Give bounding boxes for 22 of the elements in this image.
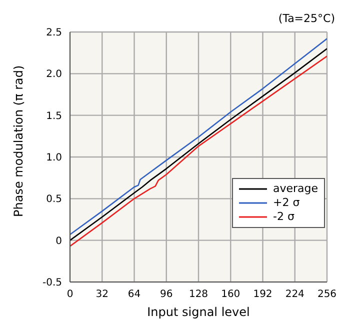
text: (Ta=25°C) <box>278 12 335 25</box>
y-tick-label: 1.0 <box>46 152 62 164</box>
y-axis-title: Phase modulation (π rad) <box>11 65 26 217</box>
y-tick-label: 0.5 <box>46 194 62 206</box>
y-tick-label: -0.5 <box>42 278 62 289</box>
x-tick-label: 128 <box>188 289 208 300</box>
legend-label: average <box>273 182 318 196</box>
x-tick-label: 224 <box>285 289 304 300</box>
x-tick-label: 160 <box>221 289 240 300</box>
x-tick-label: 256 <box>317 289 337 300</box>
x-tick-label: 64 <box>128 289 141 300</box>
y-tick-label: 2.5 <box>46 28 62 39</box>
x-tick-label: 96 <box>160 289 173 300</box>
y-tick-label: 0 <box>56 236 62 247</box>
x-axis-title: Input signal level <box>147 305 250 319</box>
x-tick-label: 0 <box>66 289 74 300</box>
y-tick-label: 2.0 <box>46 69 62 80</box>
legend-label: -2 σ <box>273 210 294 224</box>
x-tick-label: 32 <box>96 289 108 300</box>
y-tick-label: 1.5 <box>46 110 62 122</box>
x-tick-label: 192 <box>253 289 272 300</box>
legend-label: +2 σ <box>273 196 300 210</box>
